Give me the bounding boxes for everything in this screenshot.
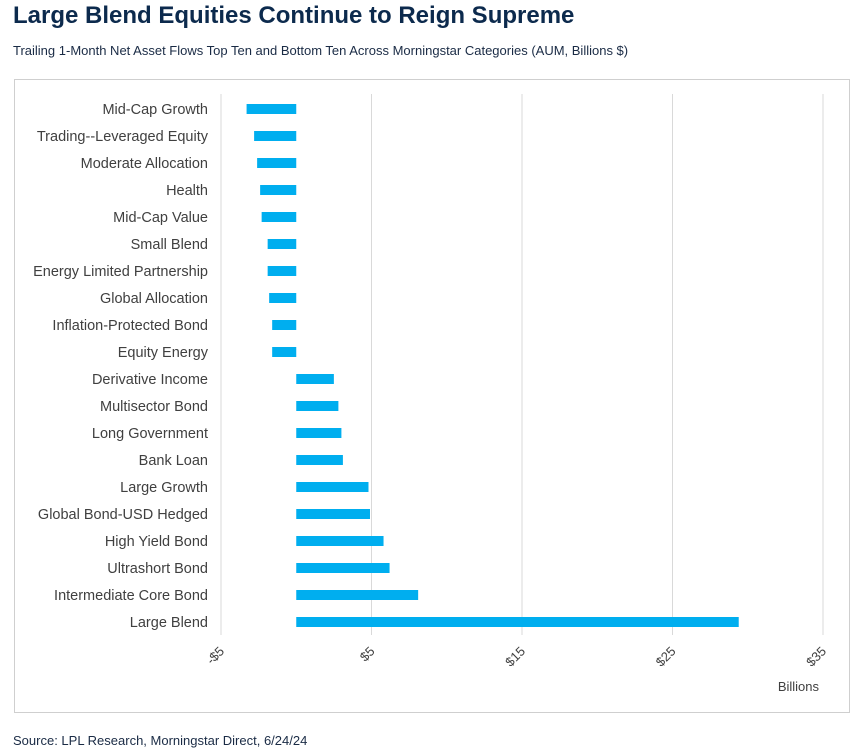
category-label: Energy Limited Partnership [33,264,208,280]
category-label: Large Blend [130,615,208,631]
bar [296,374,334,384]
bar [246,104,297,114]
category-label: Multisector Bond [100,399,208,415]
x-tick-label: -$5 [203,644,227,668]
bar [296,563,390,573]
page-subtitle: Trailing 1-Month Net Asset Flows Top Ten… [13,43,629,58]
category-label: Derivative Income [92,372,208,388]
category-label: Global Allocation [100,291,208,307]
bar [296,509,370,519]
bar [296,482,369,492]
category-label: Mid-Cap Growth [102,102,208,118]
category-label: Moderate Allocation [81,156,208,172]
category-label: Large Growth [120,480,208,496]
bar [296,401,339,411]
category-label: Ultrashort Bond [107,561,208,577]
category-label: Mid-Cap Value [113,210,208,226]
x-tick-label: $5 [357,644,378,665]
bar [296,428,342,438]
source-note: Source: LPL Research, Morningstar Direct… [13,733,308,748]
bar [261,212,297,222]
category-label: Long Government [92,426,208,442]
category-label: High Yield Bond [105,534,208,550]
bar [267,239,297,249]
chart-frame: Mid-Cap Growth Trading--Leveraged Equity M… [14,79,850,713]
category-label: Small Blend [131,237,208,253]
category-label: Health [166,183,208,199]
bar [267,266,297,276]
bar [272,320,297,330]
bar [269,293,297,303]
bar [260,185,297,195]
bar [296,617,739,627]
category-label: Inflation-Protected Bond [52,318,208,334]
bar [272,347,297,357]
category-label: Equity Energy [118,345,209,361]
bar [296,590,419,600]
bar [296,536,384,546]
x-tick-label: $15 [502,644,528,670]
category-label: Bank Loan [139,453,208,469]
x-tick-label: $35 [803,644,829,670]
x-tick-label: $25 [653,644,679,670]
bar [254,131,297,141]
category-label: Trading--Leveraged Equity [37,129,209,145]
bar [257,158,297,168]
axis-unit-label: Billions [778,679,820,694]
category-label: Intermediate Core Bond [54,588,208,604]
category-label: Global Bond-USD Hedged [38,507,208,523]
page-title: Large Blend Equities Continue to Reign S… [13,2,575,29]
bar-chart: Mid-Cap Growth Trading--Leveraged Equity M… [33,94,829,694]
bar [296,455,343,465]
